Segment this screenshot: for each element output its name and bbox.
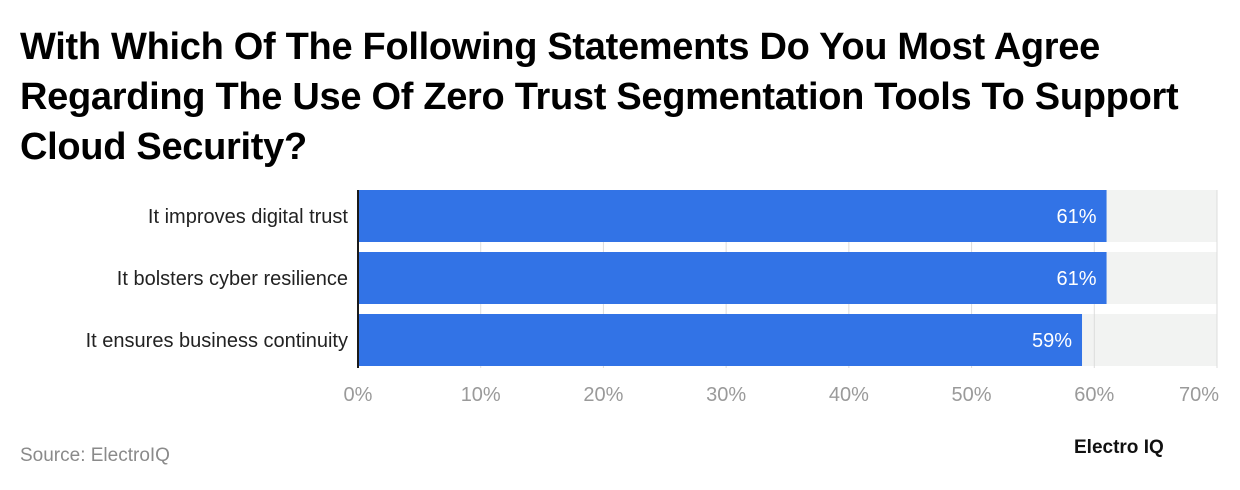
x-tick-label: 20% [583, 384, 623, 406]
bar [358, 314, 1083, 366]
category-label: It bolsters cyber resilience [117, 268, 348, 290]
x-tick-label: 10% [461, 384, 501, 406]
bar [358, 190, 1107, 242]
category-label: It ensures business continuity [86, 330, 348, 352]
x-tick-label: 60% [1074, 384, 1114, 406]
bar-chart: It improves digital trust 61% It bolsters … [86, 190, 1219, 406]
chart-title: With Which Of The Following Statements D… [20, 26, 1179, 168]
bar [358, 252, 1107, 304]
bar-value-label: 61% [1057, 268, 1097, 290]
x-tick-label: 0% [344, 384, 373, 406]
source-note: Source: ElectroIQ [20, 445, 170, 466]
x-tick-label: 40% [829, 384, 869, 406]
brand-logo: Electro IQ [1074, 437, 1164, 458]
bar-value-label: 59% [1032, 330, 1072, 352]
x-tick-label: 30% [706, 384, 746, 406]
x-tick-label: 50% [952, 384, 992, 406]
x-tick-label: 70% [1179, 384, 1219, 406]
bar-value-label: 61% [1057, 206, 1097, 228]
category-label: It improves digital trust [148, 206, 349, 228]
